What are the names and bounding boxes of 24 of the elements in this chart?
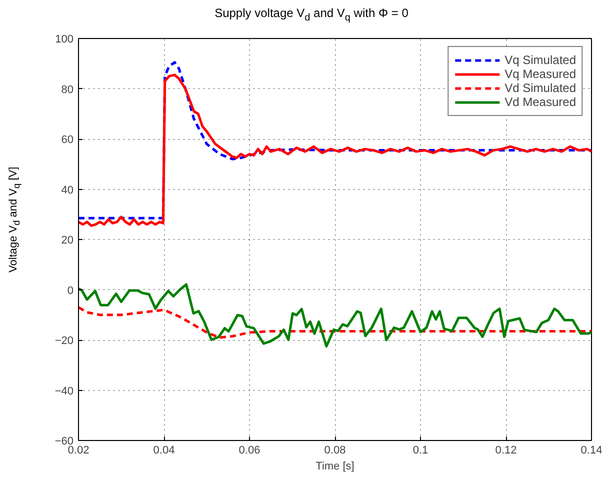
chart-title: Supply voltage V$_{d}$ and V$_{q}$ with Φ = 0 xyxy=(214,5,410,26)
legend-label: Vq Simulated xyxy=(504,53,576,67)
legend-label: Vd Simulated xyxy=(504,81,576,95)
y-tick-label: −40 xyxy=(54,385,74,398)
y-tick-label: −20 xyxy=(54,335,74,347)
x-tick-label: 0.14 xyxy=(580,444,602,456)
y-tick-label: 80 xyxy=(61,84,74,96)
x-tick-label: 0.02 xyxy=(68,444,90,456)
line-series xyxy=(78,306,592,339)
x-tick-label: 0.1 xyxy=(412,444,428,456)
y-tick-label: 20 xyxy=(61,234,74,246)
line-series xyxy=(78,283,592,348)
x-tick-label: 0.12 xyxy=(495,444,517,456)
legend-label: Vq Measured xyxy=(504,67,576,81)
y-tick-label: 60 xyxy=(61,134,74,146)
y-tick-label: 100 xyxy=(55,34,74,46)
legend-label: Vd Measured xyxy=(504,95,576,109)
x-tick-label: 0.08 xyxy=(324,444,346,456)
y-tick-label: 0 xyxy=(67,284,74,297)
x-axis-title: Time [s] xyxy=(316,460,354,472)
x-tick-label: 0.04 xyxy=(153,444,175,456)
y-tick-label: −60 xyxy=(54,436,74,448)
x-tick-label: 0.06 xyxy=(238,444,260,456)
y-tick-label: 40 xyxy=(61,184,74,196)
